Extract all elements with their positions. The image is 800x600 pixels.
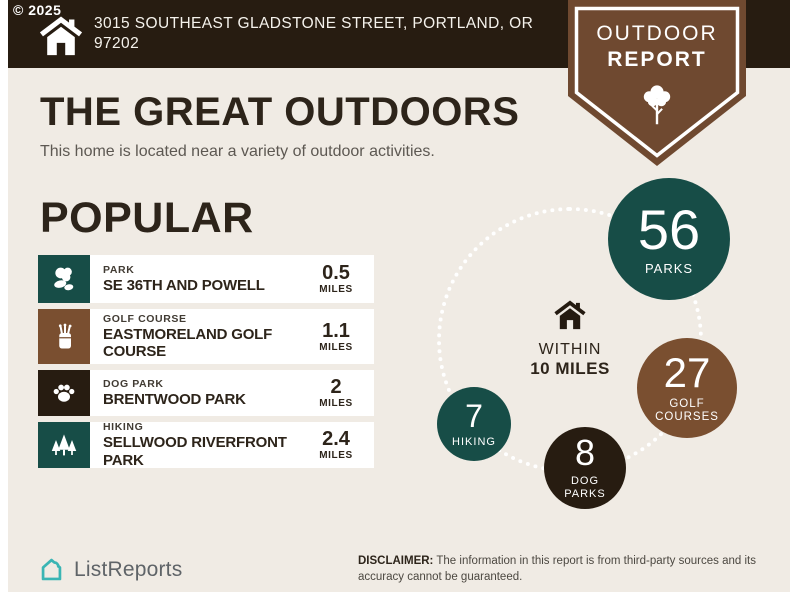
radius-label-line1: WITHIN	[538, 341, 602, 358]
tree-icon	[643, 85, 671, 125]
stat-value: 7	[465, 397, 483, 434]
stat-label: HIKING	[452, 435, 496, 448]
distance-unit: MILES	[319, 341, 353, 353]
stat-value: 8	[574, 432, 596, 474]
item-distance: 1.1 MILES	[304, 309, 374, 364]
popular-heading: POPULAR	[40, 194, 254, 242]
distance-unit: MILES	[319, 284, 353, 295]
item-text: HIKING SELLWOOD RIVERFRONT PARK	[90, 421, 304, 469]
distance-unit: MILES	[319, 398, 353, 409]
listreports-logo-icon	[41, 558, 62, 581]
pine-trees-icon	[38, 422, 90, 468]
item-distance: 2.4 MILES	[304, 422, 374, 468]
disclaimer-label: DISCLAIMER:	[358, 555, 434, 567]
stat-bubble-hiking: 7 HIKING	[437, 387, 511, 461]
list-item-golf-course: GOLF COURSE EASTMORELAND GOLF COURSE 1.1…	[38, 309, 374, 364]
distance-value: 1.1	[322, 319, 350, 342]
radius-label-line2: 10 MILES	[530, 359, 610, 378]
outdoor-report-badge: OUTDOOR REPORT	[568, 0, 746, 166]
item-text: PARK SE 36TH AND POWELL	[90, 255, 304, 303]
listreports-brand: ListReports	[38, 556, 182, 583]
home-icon	[554, 300, 586, 330]
page-subtitle: This home is located near a variety of o…	[40, 143, 435, 160]
disclaimer: DISCLAIMER: The information in this repo…	[358, 553, 772, 585]
brand-name: ListReports	[74, 557, 183, 581]
item-text: DOG PARK BRENTWOOD PARK	[90, 370, 304, 416]
stat-label: DOG PARKS	[564, 475, 606, 500]
list-item-hiking: HIKING SELLWOOD RIVERFRONT PARK 2.4 MILE…	[38, 421, 374, 469]
page-title: THE GREAT OUTDOORS	[40, 90, 520, 134]
badge-line1: OUTDOOR	[596, 22, 718, 45]
stat-bubble-golf-courses: 27 GOLF COURSES	[637, 338, 737, 438]
item-distance: 0.5 MILES	[304, 255, 374, 303]
stat-bubble-dog-parks: 8 DOG PARKS	[544, 427, 626, 509]
item-text: GOLF COURSE EASTMORELAND GOLF COURSE	[90, 309, 304, 364]
distance-value: 2	[330, 376, 342, 398]
golf-bag-icon	[38, 309, 90, 364]
badge-text: OUTDOOR REPORT	[568, 22, 746, 72]
item-name: EASTMORELAND GOLF COURSE	[103, 325, 273, 360]
distance-value: 0.5	[322, 262, 350, 284]
list-item-park: PARK SE 36TH AND POWELL 0.5 MILES	[38, 255, 374, 303]
list-item-dog-park: DOG PARK BRENTWOOD PARK 2 MILES	[38, 370, 374, 416]
stat-label: PARKS	[644, 260, 694, 276]
distance-unit: MILES	[319, 450, 353, 461]
distance-value: 2.4	[322, 428, 350, 450]
item-category: GOLF COURSE	[103, 312, 187, 325]
item-distance: 2 MILES	[304, 370, 374, 416]
stat-value: 56	[637, 197, 701, 261]
radius-center: WITHIN 10 MILES	[510, 298, 630, 379]
report-content: 3015 Southeast Gladstone Street, Portlan…	[8, 0, 790, 592]
copyright-text: © 2025	[13, 2, 62, 18]
property-address: 3015 Southeast Gladstone Street, Portlan…	[94, 15, 534, 53]
home-icon	[39, 16, 83, 56]
item-category: PARK	[103, 263, 135, 276]
item-name: SELLWOOD RIVERFRONT PARK	[103, 434, 287, 469]
stat-label: GOLF COURSES	[655, 397, 719, 423]
stat-bubble-parks: 56 PARKS	[608, 178, 730, 300]
badge-ribbon-shape	[568, 0, 746, 166]
item-category: HIKING	[103, 421, 144, 434]
item-name: BRENTWOOD PARK	[103, 390, 246, 408]
item-name: SE 36TH AND POWELL	[103, 276, 265, 294]
paw-icon	[38, 370, 90, 416]
popular-list: PARK SE 36TH AND POWELL 0.5 MILES	[38, 255, 374, 474]
badge-line2: REPORT	[607, 48, 707, 71]
stat-value: 27	[663, 348, 711, 396]
park-trees-icon	[38, 255, 90, 303]
disclaimer-text: The information in this report is from t…	[358, 555, 756, 584]
item-category: DOG PARK	[103, 377, 164, 390]
